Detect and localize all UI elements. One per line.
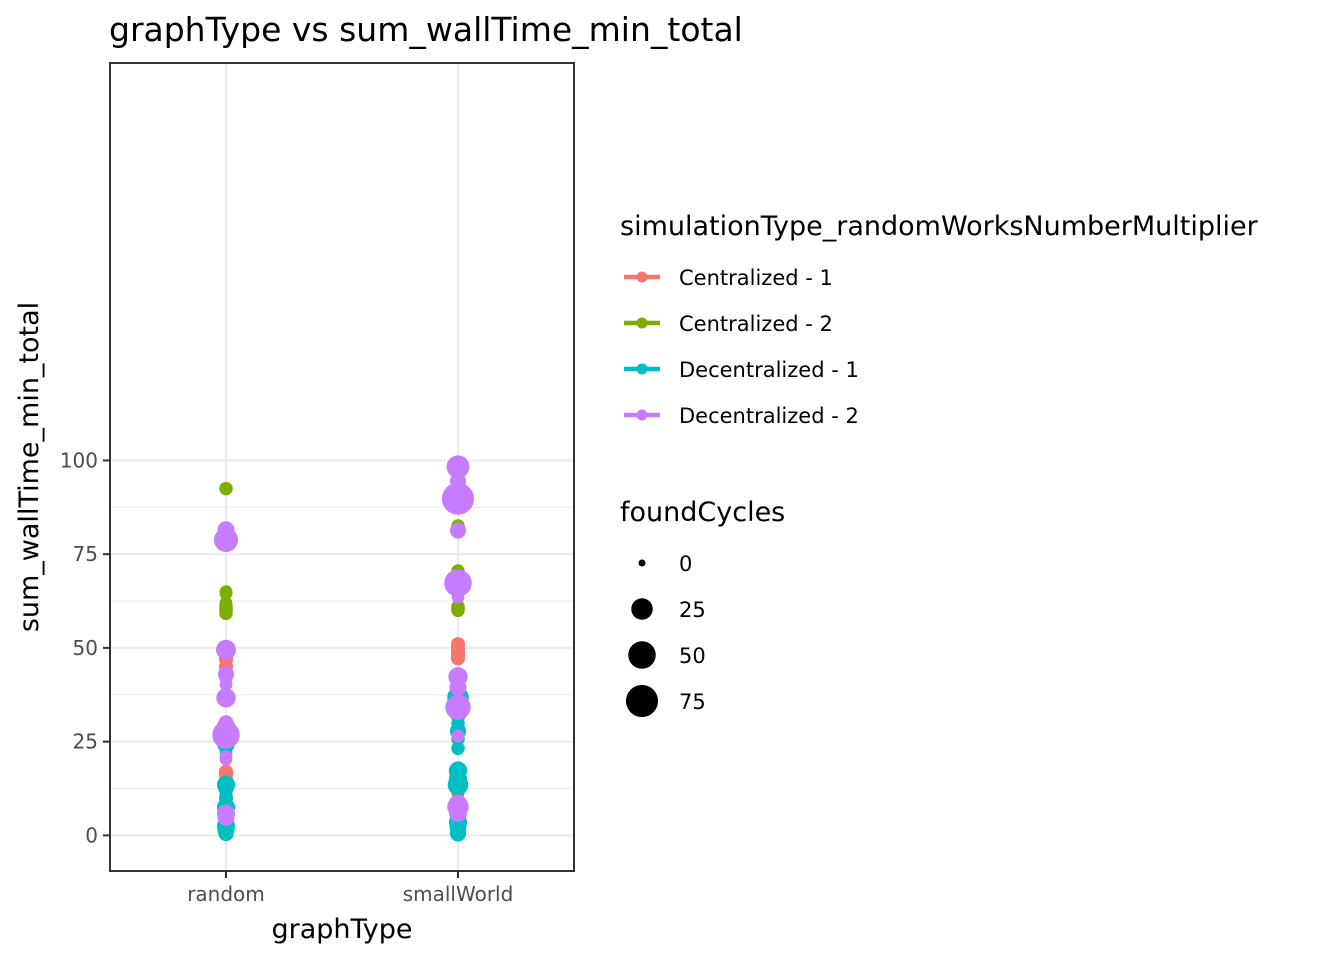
data-point (441, 482, 475, 515)
data-point (451, 729, 465, 743)
y-tick-label: 50 (73, 636, 98, 660)
data-point (446, 455, 470, 479)
x-tick-label: smallWorld (403, 882, 514, 906)
size-legend-key (631, 598, 653, 620)
legend-label: Centralized - 2 (679, 312, 833, 336)
plot-panel (109, 62, 575, 872)
data-point (451, 603, 465, 618)
grid-minor (110, 506, 574, 790)
data-point (219, 596, 233, 610)
data-point (448, 803, 468, 822)
size-legend-key (628, 641, 656, 669)
y-tick-label: 25 (73, 730, 98, 754)
data-point (449, 825, 467, 842)
data-point (216, 639, 236, 660)
size-legend-title: foundCycles (620, 497, 785, 528)
size-legend-key (625, 684, 659, 718)
legend-key-point (636, 409, 648, 421)
data-point (449, 522, 467, 539)
data-point (219, 678, 233, 692)
data-point (451, 741, 465, 756)
data-point (449, 774, 467, 792)
legend-key-point (636, 317, 648, 329)
data-point (217, 521, 235, 539)
data-point (449, 678, 467, 696)
data-point (445, 694, 471, 720)
legend-label: Centralized - 1 (679, 266, 833, 290)
data-point (219, 606, 233, 621)
data-point (450, 651, 466, 666)
data-point (219, 752, 233, 766)
size-legend: foundCycles 0 25 50 75 (620, 497, 785, 718)
panel-background (110, 63, 574, 871)
y-tick-label: 0 (85, 823, 98, 847)
data-point (451, 716, 465, 731)
data-point (217, 808, 235, 826)
data-point (219, 481, 233, 496)
legend-label: Decentralized - 2 (679, 404, 859, 428)
legend-key-point (636, 363, 648, 375)
data-point (449, 472, 467, 490)
y-tick-label: 75 (73, 542, 98, 566)
data-point (218, 825, 234, 842)
y-tick-label: 100 (60, 448, 98, 472)
chart-title: graphType vs sum_wallTime_min_total (109, 10, 743, 49)
data-point (216, 688, 236, 708)
legend-key-point (636, 271, 648, 283)
size-legend-key (638, 559, 646, 567)
y-axis-title: sum_wallTime_min_total (14, 302, 45, 632)
color-legend-title: simulationType_randomWorksNumberMultipli… (620, 211, 1259, 242)
data-point (449, 577, 467, 595)
data-point (218, 715, 234, 731)
data-point (451, 590, 465, 604)
data-point (219, 587, 233, 600)
y-axis: 0 25 50 75 100 (60, 448, 110, 847)
size-legend-label: 75 (679, 690, 706, 714)
color-legend: simulationType_randomWorksNumberMultipli… (620, 211, 1259, 428)
size-legend-label: 25 (679, 598, 706, 622)
data-point (212, 721, 240, 749)
x-axis-title: graphType (271, 914, 412, 945)
legend-label: Decentralized - 1 (679, 358, 859, 382)
size-legend-label: 50 (679, 644, 706, 668)
panel-border (109, 62, 575, 872)
x-axis: random smallWorld (187, 871, 513, 906)
x-tick-label: random (187, 882, 265, 906)
data-points (212, 455, 475, 842)
size-legend-label: 0 (679, 552, 692, 576)
